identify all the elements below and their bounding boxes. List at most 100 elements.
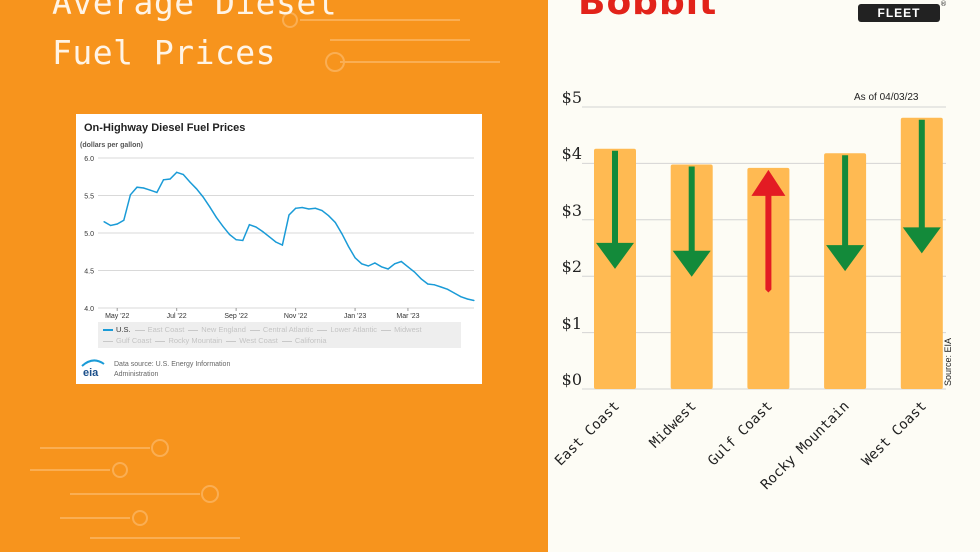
line-point — [354, 257, 356, 259]
line-point — [394, 263, 396, 265]
line-point — [334, 221, 336, 224]
legend-label: Central Atlantic — [262, 325, 314, 334]
line-point — [347, 245, 350, 248]
line-point — [103, 221, 105, 223]
y-tick-label: 4.0 — [84, 306, 94, 313]
x-tick-label: Sep '22 — [224, 313, 248, 320]
line-point — [387, 268, 389, 270]
y-tick-label: 5.5 — [84, 194, 94, 201]
legend-item[interactable]: Central Atlantic — [249, 324, 314, 335]
line-point — [248, 224, 250, 226]
line-point — [460, 296, 462, 298]
line-point — [156, 191, 158, 194]
bar — [670, 164, 713, 389]
legend-item[interactable]: California — [281, 335, 327, 346]
line-point — [420, 278, 422, 280]
legend-swatch — [317, 329, 328, 331]
eia-logo-text: eia — [83, 367, 99, 378]
legend-swatch — [381, 329, 392, 331]
line-point — [182, 173, 184, 176]
line-point — [367, 265, 369, 267]
trend-arrow-up — [751, 169, 786, 293]
legend-label: Rocky Mountain — [168, 336, 223, 345]
legend-item[interactable]: Midwest — [381, 324, 422, 335]
right-panel: Bobbit FLEET ® As of 04/03/23 $0 $1 $2 $3 $4… — [548, 0, 980, 552]
line-chart-unit: (dollars per gallon) — [80, 142, 144, 149]
y-tick-label: $1 — [561, 313, 582, 333]
line-point — [110, 224, 112, 227]
y-tick-label: 5.0 — [84, 231, 94, 238]
circuit-decoration — [30, 12, 500, 539]
line-point — [301, 206, 303, 209]
bobbit-logo: Bobbit — [578, 0, 718, 23]
line-point — [433, 284, 435, 286]
line-point — [321, 209, 323, 212]
line-point — [202, 196, 204, 198]
line-point — [176, 171, 178, 173]
registered-mark: ® — [940, 0, 947, 8]
legend-swatch — [103, 329, 113, 332]
line-point — [466, 298, 468, 300]
line-point — [261, 230, 264, 233]
bar — [824, 153, 867, 389]
line-point — [189, 181, 191, 183]
line-point — [308, 208, 310, 210]
x-tick-label: Jul '22 — [167, 313, 187, 320]
y-tick-label: $0 — [561, 370, 582, 389]
line-point — [314, 207, 317, 209]
line-point — [473, 299, 475, 302]
line-point — [281, 244, 283, 246]
legend-label: New England — [201, 325, 246, 334]
line-point — [162, 179, 165, 181]
us-price-line — [103, 171, 475, 302]
legend-item[interactable]: West Coast — [226, 335, 278, 346]
line-point — [123, 219, 125, 221]
line-point — [195, 188, 198, 190]
legend-label: West Coast — [239, 336, 278, 345]
line-point — [440, 286, 442, 288]
line-point — [149, 189, 151, 191]
x-tick-label: Jan '23 — [344, 313, 366, 320]
legend-swatch — [188, 329, 199, 331]
legend-label: California — [294, 336, 327, 345]
line-point — [446, 288, 449, 290]
legend-swatch — [155, 340, 166, 342]
line-point — [209, 206, 211, 208]
legend-item[interactable]: U.S. — [103, 324, 131, 335]
legend-swatch — [249, 329, 260, 331]
legend-item[interactable]: Gulf Coast — [103, 335, 151, 346]
line-point — [288, 214, 290, 216]
line-point — [361, 263, 363, 265]
line-point — [380, 266, 383, 268]
line-point — [255, 226, 257, 228]
y-tick-label: 4.5 — [84, 269, 94, 276]
title-line-2: Fuel Prices — [52, 33, 277, 72]
line-point — [328, 215, 330, 217]
line-point — [341, 233, 343, 235]
legend-item[interactable]: Lower Atlantic — [317, 324, 377, 335]
line-point — [228, 233, 231, 236]
x-tick-label: Nov '22 — [284, 313, 308, 320]
bar-chart — [582, 106, 946, 390]
eia-chart-card: On-Highway Diesel Fuel Prices (dollars p… — [76, 114, 482, 384]
line-point — [427, 283, 429, 285]
eia-source-text: Data source: U.S. Energy Information Adm… — [114, 361, 231, 378]
line-chart-legend: U.S. East Coast New England Central Atlanti… — [98, 322, 461, 348]
legend-item[interactable]: East Coast — [134, 324, 185, 335]
line-point — [295, 207, 297, 209]
legend-row-1: U.S. East Coast New England Central Atlanti… — [103, 324, 426, 335]
legend-swatch — [281, 340, 292, 342]
legend-label: U.S. — [116, 325, 131, 334]
legend-swatch — [226, 340, 237, 342]
line-point — [129, 194, 132, 196]
line-point — [116, 223, 118, 225]
line-point — [407, 266, 409, 268]
legend-item[interactable]: New England — [188, 324, 246, 335]
legend-item[interactable]: Rocky Mountain — [155, 335, 222, 346]
y-tick-label: $2 — [561, 257, 582, 277]
page-title: Average Diesel Fuel Prices — [52, 0, 337, 78]
line-point — [222, 225, 224, 227]
line-point — [374, 262, 376, 264]
legend-label: East Coast — [147, 325, 185, 334]
legend-row-2: Gulf Coast Rocky Mountain West Coast Califo… — [103, 335, 331, 346]
